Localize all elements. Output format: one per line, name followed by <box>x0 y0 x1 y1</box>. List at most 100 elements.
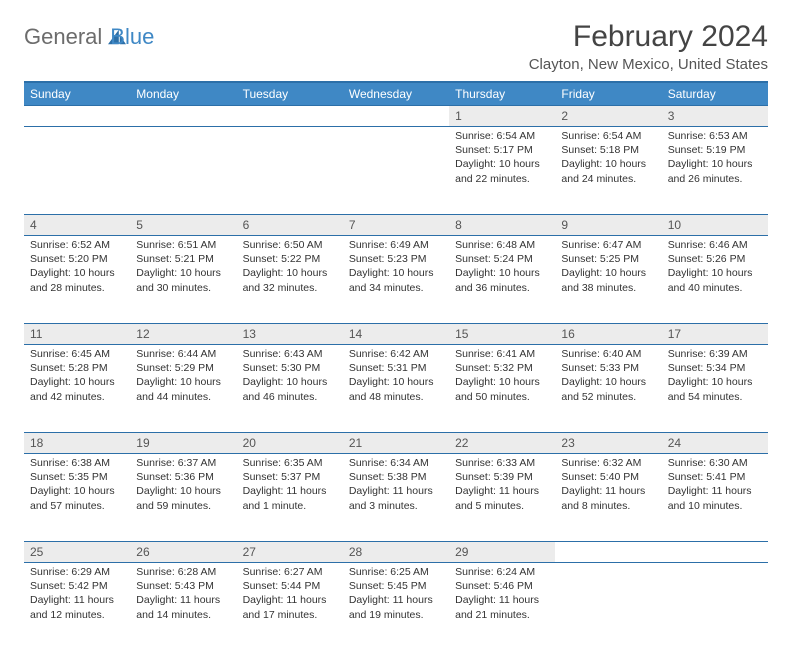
day-details: Sunrise: 6:46 AMSunset: 5:26 PMDaylight:… <box>662 236 768 299</box>
day-number-row: 2526272829 <box>24 542 768 563</box>
daylight-text: and 40 minutes. <box>668 281 762 295</box>
sunrise-text: Sunrise: 6:39 AM <box>668 347 762 361</box>
day-number-cell: 13 <box>237 324 343 345</box>
daylight-text: Daylight: 10 hours <box>455 157 549 171</box>
day-number-cell: 20 <box>237 433 343 454</box>
sunset-text: Sunset: 5:44 PM <box>243 579 337 593</box>
sunset-text: Sunset: 5:37 PM <box>243 470 337 484</box>
sunset-text: Sunset: 5:45 PM <box>349 579 443 593</box>
day-content-cell <box>343 127 449 215</box>
day-content-cell <box>662 563 768 651</box>
weekday-header: Sunday <box>24 82 130 106</box>
day-content-cell: Sunrise: 6:54 AMSunset: 5:17 PMDaylight:… <box>449 127 555 215</box>
day-content-cell: Sunrise: 6:30 AMSunset: 5:41 PMDaylight:… <box>662 454 768 542</box>
day-details: Sunrise: 6:35 AMSunset: 5:37 PMDaylight:… <box>237 454 343 517</box>
daylight-text: Daylight: 10 hours <box>30 266 124 280</box>
daylight-text: Daylight: 11 hours <box>349 484 443 498</box>
sunset-text: Sunset: 5:26 PM <box>668 252 762 266</box>
sunrise-text: Sunrise: 6:43 AM <box>243 347 337 361</box>
daylight-text: and 24 minutes. <box>561 172 655 186</box>
daylight-text: Daylight: 10 hours <box>136 266 230 280</box>
daylight-text: and 48 minutes. <box>349 390 443 404</box>
day-number-cell: 16 <box>555 324 661 345</box>
day-number-cell: 7 <box>343 215 449 236</box>
day-content-cell <box>130 127 236 215</box>
daylight-text: Daylight: 11 hours <box>243 593 337 607</box>
day-content-cell: Sunrise: 6:32 AMSunset: 5:40 PMDaylight:… <box>555 454 661 542</box>
sunset-text: Sunset: 5:36 PM <box>136 470 230 484</box>
day-content-row: Sunrise: 6:45 AMSunset: 5:28 PMDaylight:… <box>24 345 768 433</box>
day-number-cell: 3 <box>662 106 768 127</box>
day-content-row: Sunrise: 6:52 AMSunset: 5:20 PMDaylight:… <box>24 236 768 324</box>
day-details: Sunrise: 6:49 AMSunset: 5:23 PMDaylight:… <box>343 236 449 299</box>
day-number-row: 45678910 <box>24 215 768 236</box>
sunset-text: Sunset: 5:28 PM <box>30 361 124 375</box>
day-content-cell: Sunrise: 6:53 AMSunset: 5:19 PMDaylight:… <box>662 127 768 215</box>
day-content-cell: Sunrise: 6:47 AMSunset: 5:25 PMDaylight:… <box>555 236 661 324</box>
day-number-cell: 2 <box>555 106 661 127</box>
day-number-cell <box>343 106 449 127</box>
day-content-cell: Sunrise: 6:50 AMSunset: 5:22 PMDaylight:… <box>237 236 343 324</box>
day-details: Sunrise: 6:52 AMSunset: 5:20 PMDaylight:… <box>24 236 130 299</box>
daylight-text: Daylight: 10 hours <box>561 375 655 389</box>
sunrise-text: Sunrise: 6:42 AM <box>349 347 443 361</box>
sunset-text: Sunset: 5:29 PM <box>136 361 230 375</box>
daylight-text: Daylight: 10 hours <box>349 375 443 389</box>
sunset-text: Sunset: 5:43 PM <box>136 579 230 593</box>
daylight-text: and 3 minutes. <box>349 499 443 513</box>
day-details: Sunrise: 6:40 AMSunset: 5:33 PMDaylight:… <box>555 345 661 408</box>
day-content-cell: Sunrise: 6:35 AMSunset: 5:37 PMDaylight:… <box>237 454 343 542</box>
daylight-text: Daylight: 10 hours <box>30 484 124 498</box>
sunrise-text: Sunrise: 6:45 AM <box>30 347 124 361</box>
sunrise-text: Sunrise: 6:40 AM <box>561 347 655 361</box>
day-details: Sunrise: 6:51 AMSunset: 5:21 PMDaylight:… <box>130 236 236 299</box>
day-number-cell: 10 <box>662 215 768 236</box>
daylight-text: and 30 minutes. <box>136 281 230 295</box>
day-details: Sunrise: 6:54 AMSunset: 5:17 PMDaylight:… <box>449 127 555 190</box>
sunrise-text: Sunrise: 6:49 AM <box>349 238 443 252</box>
day-number-cell: 15 <box>449 324 555 345</box>
daylight-text: and 8 minutes. <box>561 499 655 513</box>
daylight-text: and 22 minutes. <box>455 172 549 186</box>
day-details: Sunrise: 6:44 AMSunset: 5:29 PMDaylight:… <box>130 345 236 408</box>
sunrise-text: Sunrise: 6:53 AM <box>668 129 762 143</box>
day-content-cell: Sunrise: 6:42 AMSunset: 5:31 PMDaylight:… <box>343 345 449 433</box>
day-details: Sunrise: 6:25 AMSunset: 5:45 PMDaylight:… <box>343 563 449 626</box>
day-content-cell: Sunrise: 6:48 AMSunset: 5:24 PMDaylight:… <box>449 236 555 324</box>
sunrise-text: Sunrise: 6:25 AM <box>349 565 443 579</box>
header-row: General Blue February 2024 Clayton, New … <box>24 20 768 73</box>
day-number-cell: 25 <box>24 542 130 563</box>
day-content-cell: Sunrise: 6:24 AMSunset: 5:46 PMDaylight:… <box>449 563 555 651</box>
day-number-cell: 4 <box>24 215 130 236</box>
daylight-text: Daylight: 10 hours <box>30 375 124 389</box>
day-content-cell: Sunrise: 6:37 AMSunset: 5:36 PMDaylight:… <box>130 454 236 542</box>
day-content-cell: Sunrise: 6:38 AMSunset: 5:35 PMDaylight:… <box>24 454 130 542</box>
sunset-text: Sunset: 5:33 PM <box>561 361 655 375</box>
sunset-text: Sunset: 5:23 PM <box>349 252 443 266</box>
daylight-text: Daylight: 10 hours <box>455 375 549 389</box>
day-content-cell: Sunrise: 6:34 AMSunset: 5:38 PMDaylight:… <box>343 454 449 542</box>
day-content-cell <box>555 563 661 651</box>
daylight-text: Daylight: 11 hours <box>243 484 337 498</box>
calendar-table: Sunday Monday Tuesday Wednesday Thursday… <box>24 81 768 651</box>
sunset-text: Sunset: 5:40 PM <box>561 470 655 484</box>
day-details: Sunrise: 6:45 AMSunset: 5:28 PMDaylight:… <box>24 345 130 408</box>
daylight-text: Daylight: 11 hours <box>136 593 230 607</box>
weekday-header: Tuesday <box>237 82 343 106</box>
sunset-text: Sunset: 5:46 PM <box>455 579 549 593</box>
sunset-text: Sunset: 5:32 PM <box>455 361 549 375</box>
day-number-cell: 18 <box>24 433 130 454</box>
day-number-cell: 9 <box>555 215 661 236</box>
day-details: Sunrise: 6:28 AMSunset: 5:43 PMDaylight:… <box>130 563 236 626</box>
day-content-cell: Sunrise: 6:41 AMSunset: 5:32 PMDaylight:… <box>449 345 555 433</box>
daylight-text: and 59 minutes. <box>136 499 230 513</box>
daylight-text: and 32 minutes. <box>243 281 337 295</box>
weekday-header: Friday <box>555 82 661 106</box>
day-details: Sunrise: 6:48 AMSunset: 5:24 PMDaylight:… <box>449 236 555 299</box>
daylight-text: Daylight: 10 hours <box>561 266 655 280</box>
sunrise-text: Sunrise: 6:29 AM <box>30 565 124 579</box>
day-details: Sunrise: 6:53 AMSunset: 5:19 PMDaylight:… <box>662 127 768 190</box>
sunset-text: Sunset: 5:17 PM <box>455 143 549 157</box>
day-content-cell: Sunrise: 6:28 AMSunset: 5:43 PMDaylight:… <box>130 563 236 651</box>
weekday-header: Saturday <box>662 82 768 106</box>
